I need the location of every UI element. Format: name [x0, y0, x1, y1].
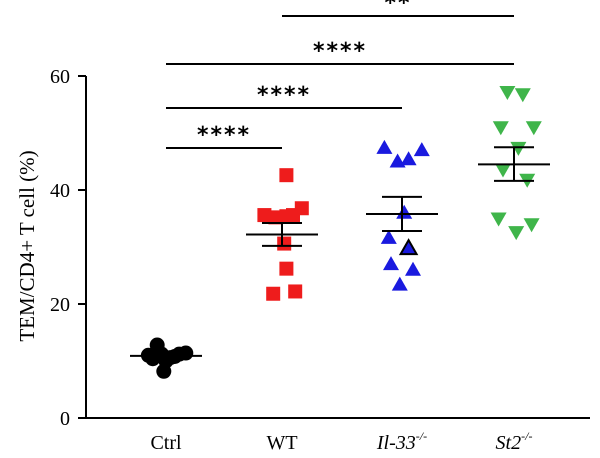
sig-label-1: ****	[257, 83, 311, 108]
x-category-labels: Ctrl WT Il-33-/- St2-/-	[150, 429, 532, 454]
point-1-5	[294, 201, 309, 216]
y-tick-label-0: 0	[60, 408, 70, 430]
sig-label-0: ****	[197, 123, 251, 148]
point-3-7	[490, 212, 507, 227]
mean-sem-bars	[130, 146, 550, 360]
point-2-6	[398, 238, 419, 256]
sig-label-2: ****	[313, 39, 367, 64]
point-2-8	[405, 261, 421, 276]
series-3	[490, 85, 542, 241]
x-label-base: Il-33	[376, 432, 416, 454]
x-label-superscript: -/-	[521, 429, 532, 443]
point-2-7	[383, 256, 399, 271]
point-2-1	[389, 153, 406, 168]
point-3-5	[495, 163, 511, 178]
point-1-7	[279, 261, 294, 276]
point-2-3	[413, 142, 430, 157]
y-axis-label: TEM/CD4+ T cell (%)	[15, 150, 39, 341]
point-2-4	[396, 204, 413, 219]
series-0	[140, 337, 194, 379]
point-1-0	[279, 168, 294, 183]
point-3-0	[499, 85, 516, 100]
y-ticks: 0 20 40 60	[50, 66, 86, 430]
point-2-2	[400, 151, 417, 166]
point-3-1	[514, 88, 531, 103]
point-2-0	[376, 139, 393, 154]
point-1-8	[266, 286, 281, 301]
x-label-superscript: -/-	[416, 429, 427, 443]
point-1-2	[268, 210, 283, 225]
series-2	[376, 139, 430, 291]
data-points	[140, 85, 542, 379]
point-3-2	[492, 121, 509, 136]
x-label-base: St2	[496, 432, 522, 454]
y-tick-label-20: 20	[50, 294, 70, 316]
x-label-0: Ctrl	[150, 432, 182, 454]
point-2-5	[380, 229, 397, 244]
series-1	[257, 168, 309, 301]
point-1-1	[257, 208, 272, 223]
x-label-2: Il-33-/-	[376, 429, 427, 454]
point-0-9	[156, 363, 172, 379]
y-tick-label-60: 60	[50, 66, 70, 88]
sig-label-3: **	[384, 0, 411, 16]
point-1-9	[288, 284, 303, 299]
point-2-9	[391, 276, 408, 291]
x-label-1: WT	[266, 432, 297, 454]
point-3-4	[510, 141, 527, 156]
y-tick-label-40: 40	[50, 180, 70, 202]
x-label-3: St2-/-	[496, 429, 533, 454]
point-3-9	[508, 226, 525, 241]
point-1-6	[277, 236, 292, 251]
point-3-3	[525, 121, 542, 136]
axes	[85, 76, 590, 419]
x-label-base: WT	[266, 432, 297, 454]
point-3-8	[523, 218, 540, 233]
x-label-base: Ctrl	[150, 432, 182, 454]
significance-bars: **************	[166, 0, 514, 149]
